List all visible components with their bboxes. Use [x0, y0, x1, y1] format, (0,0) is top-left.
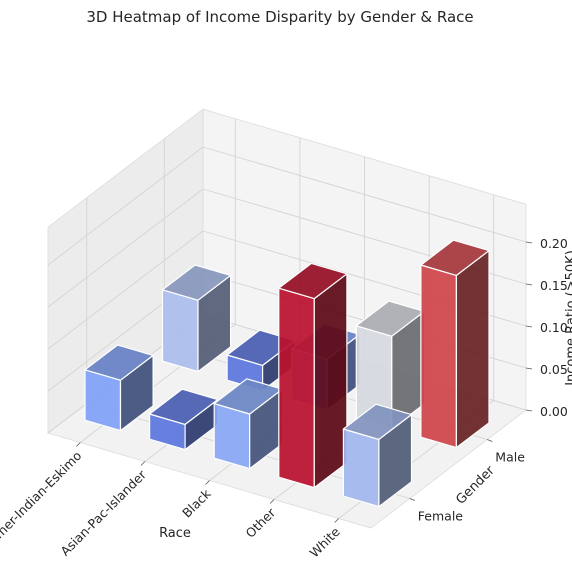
chart-title: 3D Heatmap of Income Disparity by Gender…: [86, 8, 473, 26]
bar-front-face: [214, 404, 250, 469]
z-axis-label: Income Ratio (>50K): [564, 250, 572, 386]
z-tick-label: 0.00: [540, 404, 568, 419]
x-tick-label: Black: [179, 485, 214, 520]
y-tick-label: Male: [495, 450, 525, 465]
bar-male-5: [421, 240, 489, 447]
z-tick: [526, 284, 532, 285]
x-tick: [76, 443, 80, 447]
z-tick: [526, 326, 532, 327]
x-axis-label: Race: [159, 526, 191, 541]
y-tick: [410, 499, 415, 501]
z-tick: [526, 368, 532, 369]
bar-side-face: [314, 274, 347, 488]
bar-front-face: [343, 429, 379, 507]
x-tick: [270, 500, 274, 504]
x-tick: [141, 462, 145, 466]
x-tick-label: Other: [243, 504, 279, 540]
bar-side-face: [456, 251, 489, 448]
z-tick: [526, 242, 532, 243]
z-tick: [526, 410, 532, 411]
y-tick-label: Female: [418, 509, 464, 524]
x-tick-label: White: [307, 524, 344, 561]
y-tick: [487, 440, 492, 442]
x-tick-label: Asian-Pac-Islander: [57, 466, 149, 558]
y-axis-label: Gender: [453, 463, 498, 508]
bar-front-face: [163, 290, 199, 372]
x-tick: [335, 519, 339, 523]
x-tick: [206, 481, 210, 485]
bar-front-face: [421, 265, 457, 448]
z-tick-label: 0.20: [540, 236, 568, 251]
bar-front-face: [279, 288, 315, 487]
bar-female-4: [279, 263, 347, 487]
